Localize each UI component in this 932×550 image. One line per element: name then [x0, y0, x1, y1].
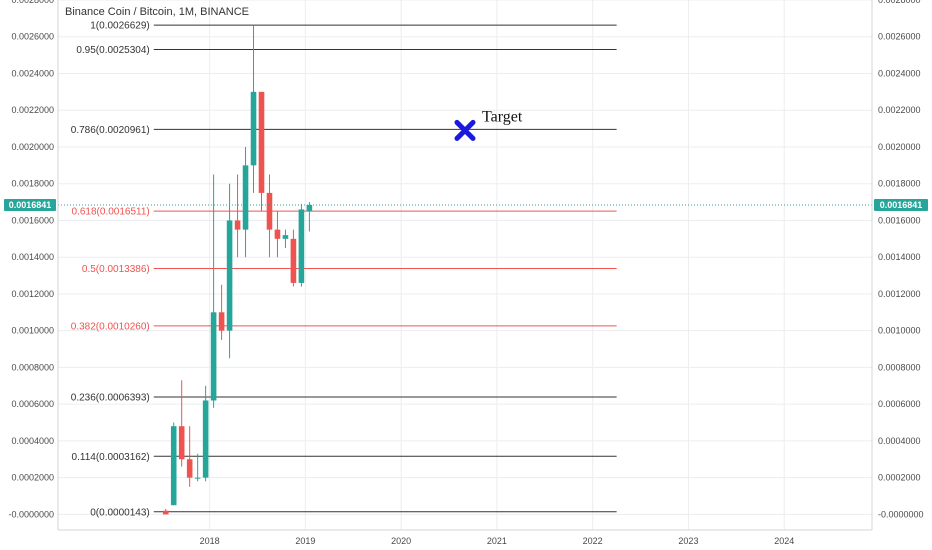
y-tick-label-right: -0.0000000 — [878, 509, 924, 519]
target-annotation[interactable]: Target — [454, 108, 523, 141]
y-tick-label-right: 0.0008000 — [878, 362, 921, 372]
candle-body — [258, 91, 265, 193]
y-tick-label-right: 0.0014000 — [878, 252, 921, 262]
y-tick-label-right: 0.0004000 — [878, 436, 921, 446]
y-tick-label-right: 0.0006000 — [878, 399, 921, 409]
target-marker-icon[interactable] — [454, 119, 476, 141]
y-tick-label-left: 0.0004000 — [11, 436, 54, 446]
candle-body — [250, 91, 257, 166]
y-tick-label-left: 0.0012000 — [11, 289, 54, 299]
y-tick-label-left: 0.0010000 — [11, 326, 54, 336]
y-tick-label-left: 0.0014000 — [11, 252, 54, 262]
current-price-tag-left — [4, 199, 56, 212]
target-label: Target — [482, 108, 523, 125]
fib-level-label: 0.5(0.0013386) — [82, 264, 150, 275]
candles — [162, 25, 313, 515]
candle-body — [194, 477, 201, 479]
axes: 0.0028000 0.0028000 0.0026000 0.0026000 0.00… — [8, 0, 924, 546]
candle-body — [210, 312, 217, 401]
y-tick-label-right: 0.0020000 — [878, 142, 921, 152]
y-tick-label-right: 0.0018000 — [878, 179, 921, 189]
candle-body — [266, 192, 273, 230]
y-tick-label-left: 0.0020000 — [11, 142, 54, 152]
chart-title: Binance Coin / Bitcoin, 1M, BINANCE — [65, 6, 249, 18]
y-tick-label-right: 0.0024000 — [878, 68, 921, 78]
fib-level-label: 0(0.0000143) — [90, 507, 150, 518]
x-tick-label: 2023 — [678, 536, 698, 546]
y-tick-label-left: 0.0028000 — [11, 0, 54, 5]
candle-body — [218, 312, 225, 331]
y-tick-label-right: 0.0026000 — [878, 32, 921, 42]
y-tick-label-left: 0.0008000 — [11, 362, 54, 372]
current-price-line-group: 0.0016841 0.0016841 — [4, 199, 928, 212]
candle-body — [186, 459, 193, 478]
candle-body — [306, 205, 313, 212]
grid — [58, 0, 872, 530]
fib-retracement[interactable]: 1(0.0026629) 0.95(0.0025304) 0.786(0.00209… — [71, 21, 617, 519]
y-tick-label-left: 0.0018000 — [11, 179, 54, 189]
y-tick-label-right: 0.0010000 — [878, 326, 921, 336]
candle-body — [234, 220, 241, 230]
fib-level-label: 1(0.0026629) — [90, 21, 150, 32]
candle-body — [162, 510, 169, 515]
y-tick-label-left: 0.0016000 — [11, 215, 54, 225]
y-tick-label-right: 0.0016000 — [878, 215, 921, 225]
y-tick-label-left: 0.0022000 — [11, 105, 54, 115]
x-tick-label: 2018 — [200, 536, 220, 546]
current-price-label-right: 0.0016841 — [880, 200, 923, 210]
candle-body — [298, 209, 305, 283]
fib-level-label: 0.114(0.0003162) — [72, 452, 150, 463]
y-tick-label-left: -0.0000000 — [8, 509, 54, 519]
y-tick-label-right: 0.0022000 — [878, 105, 921, 115]
x-tick-label: 2024 — [774, 536, 794, 546]
y-tick-label-right: 0.0002000 — [878, 473, 921, 483]
fib-level-label: 0.618(0.0016511) — [72, 207, 150, 218]
x-tick-label: 2022 — [583, 536, 603, 546]
current-price-tag-right — [874, 199, 928, 212]
y-tick-label-right: 0.0012000 — [878, 289, 921, 299]
y-tick-label-left: 0.0006000 — [11, 399, 54, 409]
y-tick-label-left: 0.0024000 — [11, 68, 54, 78]
candle-body — [274, 229, 281, 239]
x-tick-label: 2020 — [391, 536, 411, 546]
fib-level-label: 0.786(0.0020961) — [71, 125, 150, 136]
fib-level-label: 0.236(0.0006393) — [71, 392, 150, 403]
candle-body — [226, 220, 233, 331]
y-tick-label-right: 0.0028000 — [878, 0, 921, 5]
candle-body — [290, 238, 297, 283]
fib-level-label: 0.382(0.0010260) — [71, 321, 150, 332]
x-tick-label: 2021 — [487, 536, 507, 546]
current-price-label-left: 0.0016841 — [9, 200, 52, 210]
y-tick-label-left: 0.0026000 — [11, 32, 54, 42]
y-tick-label-left: 0.0002000 — [11, 473, 54, 483]
candle-body — [170, 426, 177, 506]
fib-level-label: 0.95(0.0025304) — [76, 45, 149, 56]
candle-body — [178, 426, 185, 460]
candle-body — [242, 165, 249, 230]
candle-body — [282, 235, 289, 239]
x-tick-label: 2019 — [295, 536, 315, 546]
candle-body — [202, 400, 209, 478]
